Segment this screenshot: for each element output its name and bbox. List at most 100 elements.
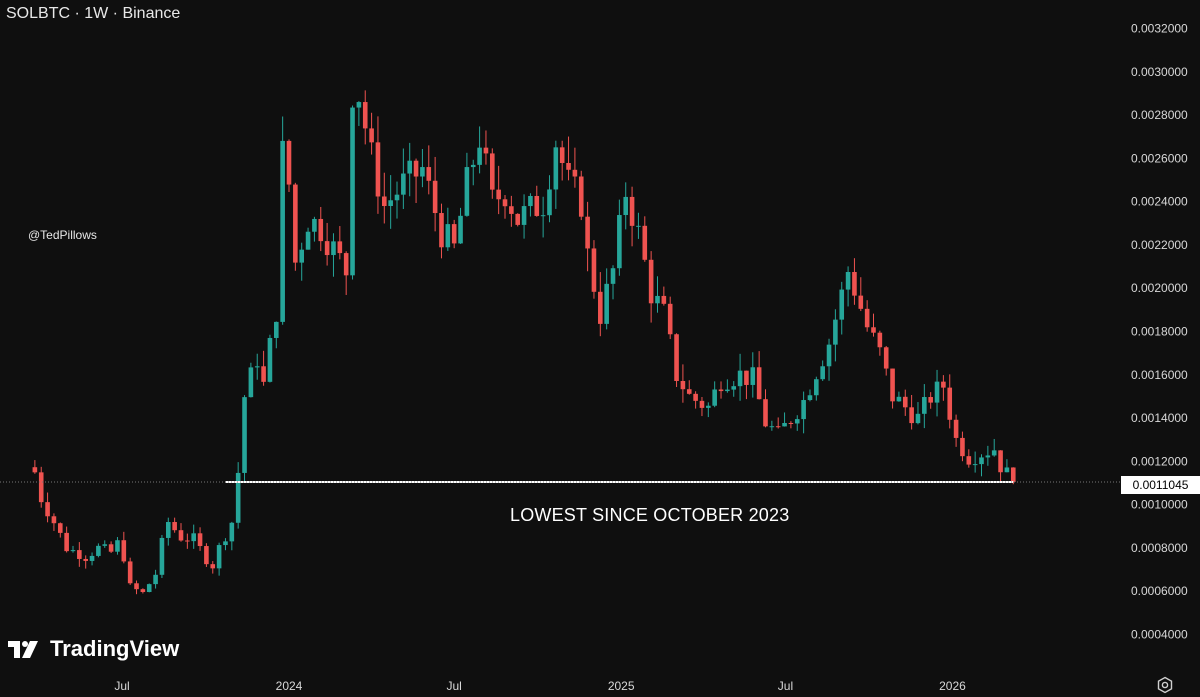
candle <box>458 207 463 244</box>
candle-body <box>559 147 565 163</box>
candle-body <box>318 218 324 242</box>
candle-body <box>909 407 914 424</box>
candle <box>604 268 609 330</box>
candle <box>629 186 635 247</box>
candle <box>623 182 629 230</box>
candle-body <box>134 583 139 590</box>
candle-body <box>388 200 393 207</box>
candle <box>420 148 425 188</box>
candle-body <box>686 389 692 394</box>
candle <box>38 466 44 508</box>
candle <box>610 265 616 300</box>
candle <box>578 170 584 221</box>
candle <box>153 569 158 589</box>
candle-body <box>331 241 336 256</box>
candle <box>972 451 978 473</box>
y-tick-label: 0.0014000 <box>1131 411 1188 425</box>
candle-body <box>744 370 749 385</box>
candle <box>699 396 705 417</box>
candle <box>432 156 438 232</box>
candle <box>280 116 285 325</box>
candle <box>528 193 533 217</box>
candle-body <box>725 389 730 392</box>
candle-body <box>362 102 368 129</box>
candle <box>559 140 565 181</box>
candle <box>534 185 540 217</box>
candle <box>890 368 895 409</box>
candle-body <box>254 366 260 368</box>
candle-body <box>604 283 609 324</box>
candle-body <box>814 379 819 396</box>
candle <box>909 394 914 430</box>
symbol-title[interactable]: SOLBTC · 1W · Binance <box>6 5 181 22</box>
candle <box>254 353 260 380</box>
candle-body <box>972 464 978 466</box>
candle <box>197 527 203 551</box>
candle <box>744 370 749 400</box>
candle-body <box>947 387 953 420</box>
candle <box>337 226 343 260</box>
candle <box>312 216 317 242</box>
candle-body <box>343 253 349 276</box>
candle <box>839 281 845 335</box>
candle <box>712 381 717 408</box>
candle-body <box>572 169 578 177</box>
candle-body <box>941 381 946 388</box>
candle <box>413 158 419 204</box>
x-tick-label: Jul <box>778 679 793 693</box>
candle <box>591 240 597 299</box>
candle <box>985 445 991 466</box>
candle <box>178 523 184 542</box>
candle-body <box>553 147 559 190</box>
candle <box>299 242 305 281</box>
candle-body <box>286 140 292 185</box>
candle <box>934 369 940 417</box>
candle-body <box>197 533 203 547</box>
candle <box>540 196 546 238</box>
candle-body <box>464 167 470 216</box>
candle-body <box>51 516 57 524</box>
candle-body <box>96 545 101 556</box>
candle <box>375 116 381 214</box>
candle-body <box>680 380 686 390</box>
candle <box>490 148 495 199</box>
gear-icon[interactable] <box>1156 676 1174 694</box>
candle-body <box>337 241 343 254</box>
candle <box>273 321 279 349</box>
candle-body <box>64 532 69 552</box>
candle-body <box>794 419 800 424</box>
candle-body <box>801 400 806 420</box>
candle-body <box>826 344 832 367</box>
candle <box>51 513 57 531</box>
candle <box>655 276 660 313</box>
candle <box>572 147 578 188</box>
candle-body <box>305 231 311 250</box>
candle <box>356 101 362 126</box>
tradingview-brand[interactable]: TradingView <box>8 636 179 662</box>
candle-body <box>312 218 317 232</box>
candle-body <box>324 241 330 256</box>
y-tick-label: 0.0004000 <box>1131 628 1188 642</box>
candle-body <box>293 184 298 263</box>
candle-body <box>750 367 756 385</box>
candle-body <box>432 180 438 214</box>
candle-body <box>642 225 648 260</box>
candle <box>496 165 501 215</box>
candle-body <box>115 540 120 552</box>
candle-body <box>896 396 902 402</box>
candle <box>223 538 228 551</box>
candle <box>388 175 393 229</box>
candle <box>553 140 559 209</box>
candle <box>674 333 679 387</box>
candle <box>261 350 266 386</box>
candle <box>775 417 781 429</box>
candle <box>547 175 552 223</box>
candle-body <box>966 456 972 465</box>
candle <box>407 142 413 197</box>
candle-body <box>617 215 622 269</box>
candle-body <box>864 308 870 328</box>
candle-body <box>979 457 984 465</box>
candle <box>477 126 482 174</box>
candle <box>305 227 311 250</box>
